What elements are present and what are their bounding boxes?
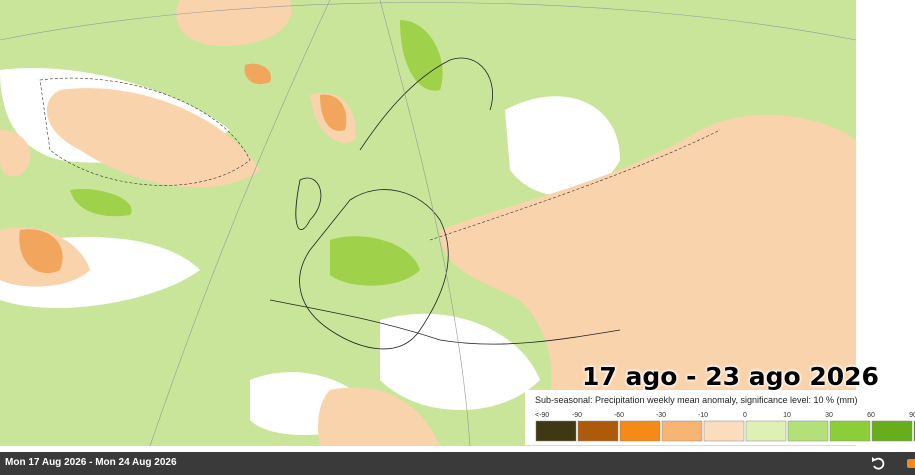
legend-tick-label: 10 xyxy=(783,412,791,419)
legend-tick-label: -60 xyxy=(614,412,624,419)
legend-swatch xyxy=(577,420,619,442)
legend-swatch xyxy=(829,420,871,442)
legend-tick-label: -90 xyxy=(572,412,582,419)
map-very-dry xyxy=(19,63,347,274)
legend-tick-label: 90 xyxy=(909,412,915,419)
date-range-overlay: 17 ago - 23 ago 2026 xyxy=(582,362,879,391)
legend-swatch xyxy=(787,420,829,442)
refresh-button[interactable] xyxy=(866,452,896,475)
menu-button[interactable] xyxy=(905,452,915,475)
legend-tick-label: -30 xyxy=(656,412,666,419)
legend-tick-label: 30 xyxy=(825,412,833,419)
legend-scale: <-90 -90 -60 -30 -10 0 10 30 60 90 xyxy=(535,412,915,442)
legend-tick-label: 60 xyxy=(867,412,875,419)
legend-swatch xyxy=(661,420,703,442)
legend-swatch xyxy=(703,420,745,442)
map-wet-areas xyxy=(70,20,443,286)
legend-swatch xyxy=(745,420,787,442)
legend-title: Sub-seasonal: Precipitation weekly mean … xyxy=(535,395,858,405)
period-label: Mon 17 Aug 2026 - Mon 24 Aug 2026 xyxy=(5,457,177,468)
legend-tick-label: 0 xyxy=(743,412,747,419)
map-graticule xyxy=(0,0,856,446)
legend-swatch xyxy=(871,420,913,442)
map-coastlines xyxy=(269,57,621,350)
map-significance xyxy=(39,77,721,241)
legend: Sub-seasonal: Precipitation weekly mean … xyxy=(525,390,915,445)
legend-tick-label: -10 xyxy=(698,412,708,419)
legend-swatch xyxy=(619,420,661,442)
bottom-bar: Mon 17 Aug 2026 - Mon 24 Aug 2026 xyxy=(0,452,915,475)
legend-tick-label: <-90 xyxy=(535,412,549,419)
legend-swatch xyxy=(535,420,577,442)
map xyxy=(0,0,856,446)
